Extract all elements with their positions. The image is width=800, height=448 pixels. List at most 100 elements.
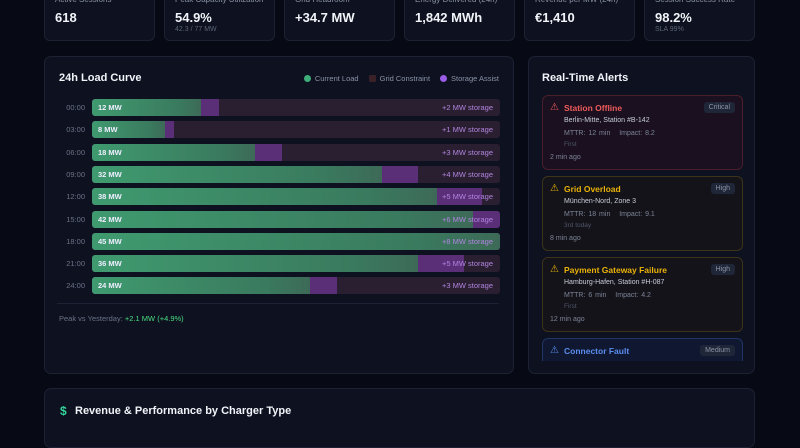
load-label: 24 MW [98,281,122,291]
current-load-bar: 36 MW [92,255,419,273]
current-load-bar: 18 MW [92,143,256,161]
load-row: 12:00 38 MW +5 MW storage [57,188,500,206]
load-label: 18 MW [98,147,122,157]
alert-title: Payment Gateway Failure [564,265,667,275]
kpi-label: Peak Capacity Utilization [175,0,263,4]
kpi-value: 54.9% [175,10,212,25]
severity-badge: High [710,264,735,275]
alerts-panel: Real-Time Alerts ⚠ Station Offline Criti… [528,56,755,374]
time-label: 12:00 [66,192,85,202]
alert-card[interactable]: ⚠ Grid Overload High München-Nord, Zone … [542,176,743,251]
current-load-bar: 12 MW [92,99,201,116]
alert-time: 2 min ago [550,154,581,161]
revenue-title: Revenue & Performance by Charger Type [75,405,292,417]
impact: Impact: 8.2 [619,130,655,137]
alert-time: 8 min ago [550,235,581,242]
load-label: 36 MW [98,259,122,269]
load-row: 06:00 18 MW +3 MW storage [57,143,500,161]
kpi-card: Session Success Rate 98.2%SLA 99% [644,0,755,41]
grid-constraint-bar: 24 MW +3 MW storage [92,277,500,295]
legend-label: Grid Constraint [379,74,431,83]
storage-label: +1 MW storage [441,125,493,135]
alert-title: Grid Overload [564,184,621,194]
kpi-label: Energy Delivered (24h) [415,0,497,4]
current-load-bar: 24 MW [92,277,310,295]
kpi-card: Revenue per MW (24h) €1,410 [524,0,635,41]
legend-swatch [368,75,376,82]
storage-label: +3 MW storage [441,147,493,157]
legend-label: Storage Assist [451,74,499,83]
storage-label: +5 MW storage [441,192,493,202]
alert-metrics: MTTR: 12 min Impact: 8.2 [564,130,655,137]
peak-comparison: Peak vs Yesterday: +2.1 MW (+4.9%) [59,314,184,323]
impact: Impact: 9.1 [619,211,655,218]
kpi-card: Active Sessions 618 [44,0,155,41]
load-label: 45 MW [98,236,122,246]
warning-icon: ⚠ [550,345,559,356]
grid-constraint-bar: 12 MW +2 MW storage [92,99,500,116]
grid-constraint-bar: 32 MW +4 MW storage [92,165,500,183]
load-label: 12 MW [98,103,122,112]
load-curve-title: 24h Load Curve [59,72,142,84]
kpi-card: Grid Headroom +34.7 MW [284,0,395,41]
storage-label: +2 MW storage [441,103,493,112]
grid-constraint-bar: 36 MW +5 MW storage [92,255,500,273]
legend-swatch [440,75,448,82]
current-load-bar: 8 MW [92,121,165,139]
time-label: 00:00 [66,103,85,112]
current-load-bar: 42 MW [92,210,473,228]
dollar-icon: $ [60,404,67,418]
storage-label: +5 MW storage [441,259,493,269]
kpi-card: Energy Delivered (24h) 1,842 MWh [404,0,515,41]
kpi-label: Active Sessions [55,0,111,4]
time-label: 21:00 [66,259,85,269]
grid-constraint-bar: 8 MW +1 MW storage [92,121,500,139]
kpi-card: Peak Capacity Utilization 54.9%42.3 / 77 … [164,0,275,41]
storage-label: +4 MW storage [441,169,493,179]
alert-metrics: MTTR: 6 min Impact: 4.2 [564,292,651,299]
alerts-title: Real-Time Alerts [542,72,629,84]
current-load-bar: 32 MW [92,165,383,183]
impact: Impact: 4.2 [615,292,651,299]
time-label: 18:00 [66,236,85,246]
legend-label: Current Load [314,74,359,83]
kpi-value: +34.7 MW [295,10,355,25]
kpi-value: 98.2% [655,10,692,25]
load-label: 42 MW [98,214,122,224]
alert-card[interactable]: ⚠ Connector Fault Medium [542,338,743,361]
severity-badge: High [710,183,735,194]
storage-label: +3 MW storage [441,281,493,291]
kpi-value: 1,842 MWh [415,10,483,25]
alert-title: Station Offline [564,103,623,113]
alert-card[interactable]: ⚠ Station Offline Critical Berlin-Mitte,… [542,95,743,170]
alert-card[interactable]: ⚠ Payment Gateway Failure High Hamburg-H… [542,257,743,332]
load-row: 18:00 45 MW +8 MW storage [57,232,500,250]
kpi-label: Session Success Rate [655,0,735,4]
alert-metrics: MTTR: 18 min Impact: 9.1 [564,211,655,218]
load-curve-panel: 24h Load Curve Current Load Grid Constrai… [44,56,514,374]
alert-location: München-Nord, Zone 3 [564,198,636,205]
alerts-list[interactable]: ⚠ Station Offline Critical Berlin-Mitte,… [529,57,754,361]
grid-constraint-bar: 42 MW +6 MW storage [92,210,500,228]
mttr: MTTR: 18 min [564,211,611,218]
grid-constraint-bar: 45 MW +8 MW storage [92,232,500,250]
load-row: 03:00 8 MW +1 MW storage [57,121,500,139]
alert-time: 12 min ago [550,316,585,323]
load-label: 8 MW [98,125,118,135]
load-row: 21:00 36 MW +5 MW storage [57,255,500,273]
time-label: 03:00 [66,125,85,135]
load-label: 32 MW [98,169,122,179]
current-load-bar: 45 MW [92,232,500,250]
load-row: 09:00 32 MW +4 MW storage [57,165,500,183]
legend: Current Load Grid Constraint Storage Assis… [303,74,499,83]
legend-item: Current Load [303,74,359,83]
time-label: 09:00 [66,169,85,179]
mttr: MTTR: 6 min [564,292,607,299]
occurrence: First [564,141,577,148]
load-row: 15:00 42 MW +6 MW storage [57,210,500,228]
storage-label: +6 MW storage [441,214,493,224]
severity-badge: Critical [703,102,735,113]
peak-label: Peak vs Yesterday: [59,314,123,323]
storage-label: +8 MW storage [441,236,493,246]
alert-location: Berlin-Mitte, Station #B-142 [564,117,650,124]
